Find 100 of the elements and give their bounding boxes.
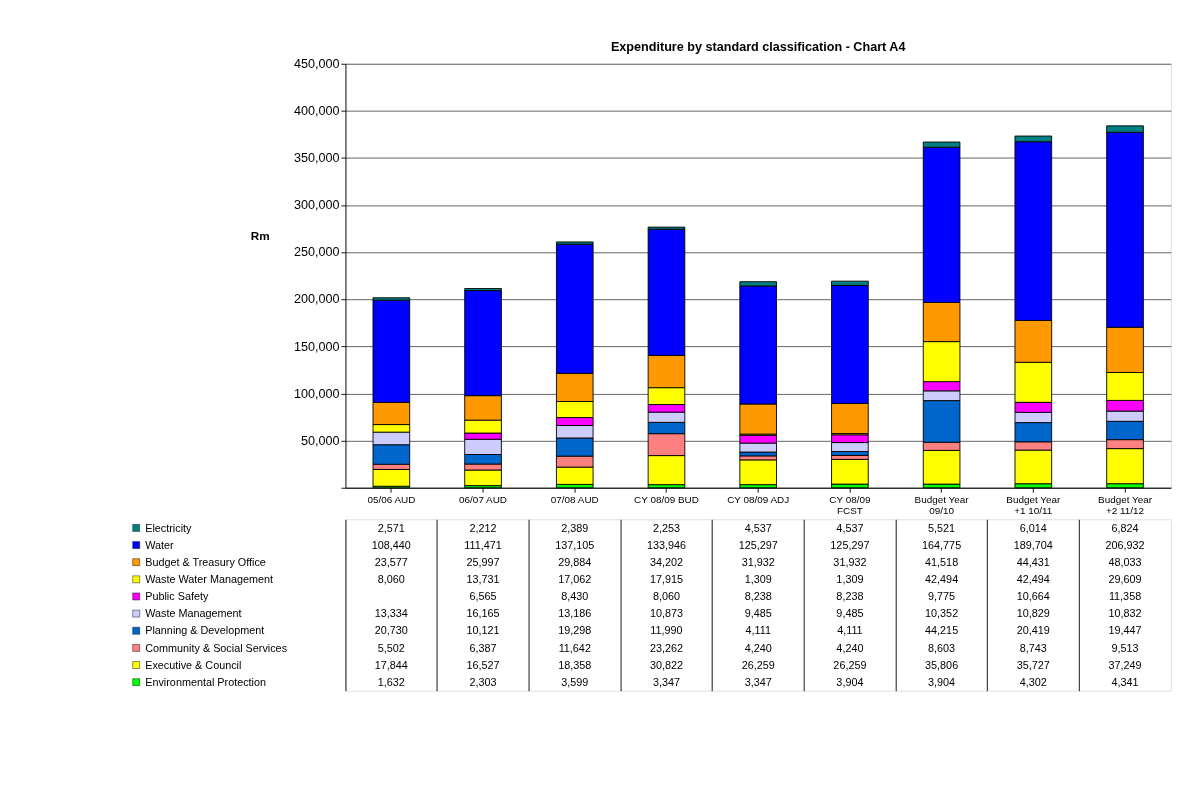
data-label: 41,518	[925, 555, 959, 568]
data-label: 6,387	[469, 641, 497, 654]
y-tick-label: 100,000	[294, 386, 340, 401]
data-label: 2,212	[469, 521, 497, 534]
data-label: 13,731	[466, 572, 500, 585]
data-label: 137,105	[555, 538, 595, 551]
data-label: 42,494	[925, 572, 959, 585]
x-tick-label: CY 08/09 FCST	[829, 493, 871, 517]
data-label: 16,527	[466, 658, 500, 671]
data-label: 10,121	[466, 624, 500, 637]
data-label: 4,240	[836, 641, 864, 654]
data-label: 164,775	[922, 538, 962, 551]
data-label: 8,238	[744, 590, 772, 603]
data-label: 8,060	[652, 590, 681, 603]
data-label: 19,298	[558, 624, 592, 637]
data-label: 6,014	[1019, 521, 1047, 534]
data-label: 2,571	[377, 521, 405, 534]
data-label: 29,884	[558, 555, 592, 568]
data-label: 42,494	[1016, 572, 1050, 585]
y-tick-label: 450,000	[294, 56, 340, 71]
data-label: 23,577	[374, 555, 408, 568]
x-tick-label: 07/08 AUD	[550, 493, 599, 505]
data-label: 31,932	[833, 555, 867, 568]
data-label: 6,824	[1111, 521, 1139, 534]
data-label: 5,521	[928, 521, 956, 534]
data-label: 3,599	[561, 675, 589, 688]
data-label: 10,832	[1108, 607, 1142, 620]
y-axis-title: Rm	[250, 228, 270, 242]
data-label: 26,259	[833, 658, 867, 671]
legend-label: Waste Water Management	[145, 572, 274, 585]
legend-label: Budget & Treasury Office	[145, 555, 266, 568]
y-tick-label: 200,000	[294, 292, 340, 307]
data-label: 10,829	[1016, 607, 1050, 620]
data-label: 16,165	[466, 607, 500, 620]
y-tick-label: 300,000	[294, 198, 340, 213]
data-label: 1,309	[836, 572, 864, 585]
y-tick-label: 150,000	[294, 339, 340, 354]
legend-label: Water	[145, 538, 175, 551]
data-label: 17,062	[558, 572, 592, 585]
data-label: 44,215	[925, 624, 959, 637]
data-label: 20,730	[374, 624, 408, 637]
legend-label: Public Safety	[145, 590, 209, 603]
x-tick-label: Budget Year +2 11/12	[1098, 493, 1153, 517]
legend-label: Electricity	[145, 521, 193, 534]
data-label: 206,932	[1105, 538, 1145, 551]
data-label: 4,537	[836, 521, 864, 534]
x-tick-label: Budget Year 09/10	[914, 493, 970, 517]
data-label: 11,358	[1108, 590, 1142, 603]
data-label: 31,932	[741, 555, 775, 568]
data-label: 35,727	[1016, 658, 1050, 671]
data-label: 11,990	[650, 624, 683, 637]
data-label: 37,249	[1108, 658, 1142, 671]
y-tick-label: 350,000	[294, 151, 340, 166]
data-label: 4,240	[744, 641, 772, 654]
data-label: 4,111	[745, 624, 771, 637]
legend-label: Executive & Council	[145, 658, 242, 671]
data-label: 4,341	[1111, 675, 1139, 688]
data-label: 8,430	[561, 590, 589, 603]
legend-label: Waste Management	[145, 607, 242, 620]
data-label: 9,513	[1111, 641, 1139, 654]
data-label: 18,358	[558, 658, 592, 671]
data-label: 25,997	[466, 555, 500, 568]
data-label: 4,302	[1019, 675, 1047, 688]
data-label: 26,259	[741, 658, 775, 671]
data-label: 3,904	[836, 675, 864, 688]
data-label: 3,904	[928, 675, 956, 688]
data-label: 10,873	[649, 607, 684, 620]
data-label: 34,202	[649, 555, 684, 568]
legend-label: Community & Social Services	[145, 641, 288, 654]
data-label: 9,485	[836, 607, 864, 620]
data-label: 125,297	[738, 538, 778, 551]
data-label: 44,431	[1016, 555, 1050, 568]
data-label: 2,253	[652, 521, 681, 534]
legend-label: Environmental Protection	[145, 675, 267, 688]
y-tick-label: 50,000	[301, 433, 340, 448]
x-tick-label: Budget Year +1 10/11	[1006, 493, 1061, 517]
data-label: 4,537	[744, 521, 772, 534]
data-label: 23,262	[649, 641, 684, 654]
data-label: 2,303	[469, 675, 497, 688]
data-label: 8,603	[928, 641, 956, 654]
data-label: 48,033	[1108, 555, 1142, 568]
legend-label: Planning & Development	[145, 624, 265, 637]
data-label: 133,946	[646, 538, 687, 551]
data-label: 11,642	[558, 641, 591, 654]
chart-title: Expenditure by standard classification - Chart A4	[610, 40, 906, 55]
x-tick-label: CY 08/09 ADJ	[727, 493, 790, 505]
data-label: 189,704	[1013, 538, 1053, 551]
data-label: 8,238	[836, 590, 864, 603]
y-tick-label: 400,000	[294, 103, 340, 118]
x-tick-label: CY 08/09 BUD	[634, 493, 699, 505]
data-label: 19,447	[1108, 624, 1142, 637]
data-label: 111,471	[464, 538, 502, 551]
data-label: 1,309	[744, 572, 772, 585]
data-label: 6,565	[469, 590, 497, 603]
data-label: 4,111	[837, 624, 863, 637]
data-label: 8,743	[1019, 641, 1047, 654]
data-label: 35,806	[925, 658, 959, 671]
data-label: 17,844	[374, 658, 408, 671]
data-label: 3,347	[652, 675, 681, 688]
data-label: 108,440	[371, 538, 411, 551]
